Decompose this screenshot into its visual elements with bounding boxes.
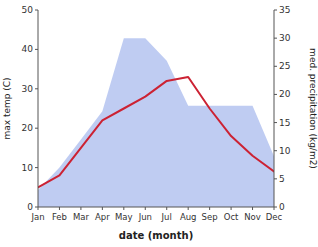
x-tick-label: Jan [30,212,44,222]
y2-tick-label: 0 [279,202,285,212]
x-tick-label: Jun [138,212,152,222]
x-tick [145,207,146,210]
x-tick [123,207,124,210]
y2-tick [274,94,277,95]
y-axis-label: max temp (C) [2,77,12,139]
y-tick-label: 30 [22,84,34,94]
y2-tick-label: 30 [279,33,291,43]
x-tick-label: Aug [180,212,197,222]
x-axis-line [38,207,274,208]
y2-tick [274,38,277,39]
y2-tick-label: 20 [279,89,291,99]
y-tick-label: 20 [22,123,34,133]
y2-tick [274,178,277,179]
x-tick [252,207,253,210]
y2-axis-label: med. precipitation (kg/m2) [308,48,318,169]
x-tick [209,207,210,210]
x-tick [59,207,60,210]
x-tick [102,207,103,210]
y-tick-label: 50 [22,5,34,15]
y-tick [35,167,38,168]
y-tick-label: 10 [22,163,34,173]
x-tick-label: Jul [161,212,172,222]
y2-tick [274,122,277,123]
y-tick [35,49,38,50]
x-tick [274,207,275,210]
y-tick-label: 0 [27,202,33,212]
area [38,38,274,207]
x-tick [166,207,167,210]
plot-area [38,38,274,207]
x-tick [38,207,39,210]
y2-tick-label: 25 [279,61,290,71]
y2-tick-label: 10 [279,146,291,156]
line [38,77,274,187]
chart: 0 10 20 30 40 50 0 5 10 15 20 25 30 35 Jan Feb Mar Apr May… [0,0,318,247]
x-tick-label: Mar [73,212,90,222]
y-tick [35,10,38,11]
y-tick-label: 40 [22,44,34,54]
x-axis-label: date (month) [119,230,193,241]
x-tick [80,207,81,210]
y2-tick-label: 15 [279,118,290,128]
y2-tick [274,10,277,11]
y2-tick-label: 5 [279,174,285,184]
y2-tick-label: 35 [279,5,290,15]
y2-tick [274,66,277,67]
y-tick [35,88,38,89]
y-tick [35,128,38,129]
x-tick-label: Feb [52,212,67,222]
x-tick-label: Dec [266,212,283,222]
y2-tick [274,150,277,151]
x-tick [188,207,189,210]
x-tick-label: Oct [224,212,239,222]
x-tick-label: Apr [95,212,110,222]
x-tick-label: Sep [202,212,218,222]
y2-axis-line [274,10,275,207]
y-axis-line [38,10,39,207]
x-tick [231,207,232,210]
x-tick-label: May [115,212,133,222]
x-tick-label: Nov [244,212,261,222]
